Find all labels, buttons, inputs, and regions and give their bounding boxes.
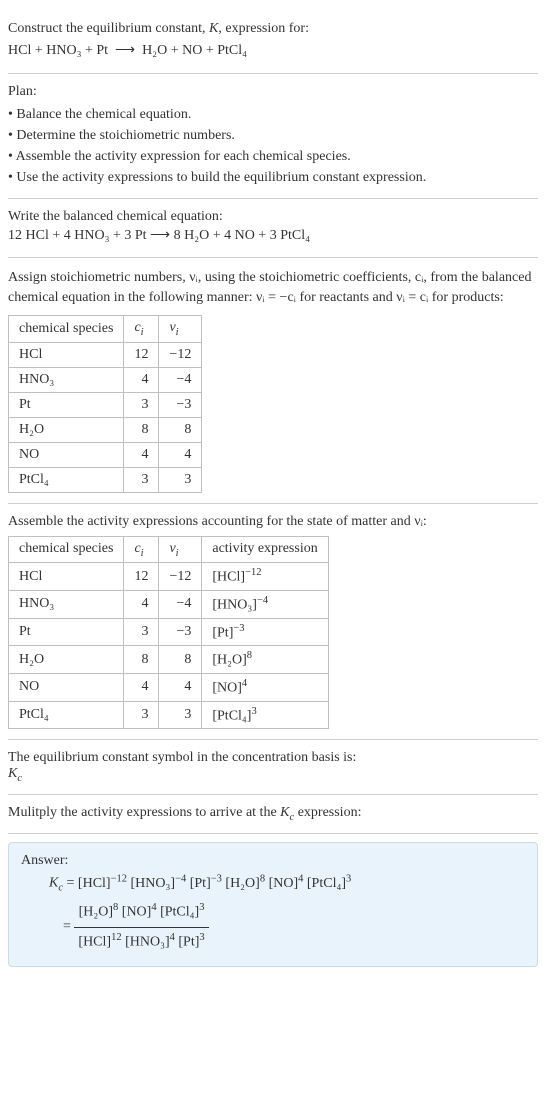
balanced-section: Write the balanced chemical equation: 12… [8, 199, 538, 258]
col-species: chemical species [9, 536, 124, 563]
intro-line1: Construct the equilibrium constant, [8, 21, 206, 36]
multiply-text: Mulitply the activity expressions to arr… [8, 805, 538, 823]
intro-eq-rhs: H₂O + NO + PtCl₄ [142, 43, 247, 58]
table-row: HNO₃4−4 [9, 367, 202, 392]
col-ci: ci [124, 315, 159, 342]
stoich-section: Assign stoichiometric numbers, νᵢ, using… [8, 258, 538, 503]
intro-eq-lhs: HCl + HNO₃ + Pt [8, 43, 108, 58]
col-activity: activity expression [202, 536, 328, 563]
plan-item: • Determine the stoichiometric numbers. [8, 125, 538, 146]
intro-section: Construct the equilibrium constant, K, e… [8, 8, 538, 74]
plan-section: Plan: • Balance the chemical equation. •… [8, 74, 538, 199]
kc-symbol: Kc [8, 766, 538, 784]
table-row: PtCl₄33[PtCl₄]3 [9, 701, 329, 729]
reaction-arrow: ⟶ [115, 43, 135, 58]
table-row: HNO₃4−4[HNO₃]−4 [9, 591, 329, 619]
col-ci: ci [124, 536, 159, 563]
answer-line1: Kc = [HCl]−12 [HNO₃]−4 [Pt]−3 [H₂O]8 [NO… [21, 869, 525, 898]
intro-text: Construct the equilibrium constant, K, e… [8, 18, 538, 63]
table-header-row: chemical species ci νi activity expressi… [9, 536, 329, 563]
table-row: Pt3−3[Pt]−3 [9, 618, 329, 646]
kc-line1: The equilibrium constant symbol in the c… [8, 750, 538, 766]
activity-section: Assemble the activity expressions accoun… [8, 504, 538, 741]
plan-heading: Plan: [8, 84, 538, 100]
col-species: chemical species [9, 315, 124, 342]
table-row: HCl12−12 [9, 342, 202, 367]
plan-item: • Balance the chemical equation. [8, 104, 538, 125]
balanced-heading: Write the balanced chemical equation: [8, 209, 538, 225]
plan-item: • Assemble the activity expression for e… [8, 146, 538, 167]
col-vi: νi [159, 536, 202, 563]
plan-list: • Balance the chemical equation. • Deter… [8, 104, 538, 188]
table-row: NO44[NO]4 [9, 673, 329, 701]
answer-label: Answer: [21, 853, 525, 869]
stoich-table: chemical species ci νi HCl12−12 HNO₃4−4 … [8, 315, 202, 493]
activity-table: chemical species ci νi activity expressi… [8, 536, 329, 730]
assemble-intro: Assemble the activity expressions accoun… [8, 514, 538, 530]
table-header-row: chemical species ci νi [9, 315, 202, 342]
plan-item: • Use the activity expressions to build … [8, 167, 538, 188]
table-row: NO44 [9, 442, 202, 467]
stoich-intro: Assign stoichiometric numbers, νᵢ, using… [8, 268, 538, 309]
table-row: Pt3−3 [9, 392, 202, 417]
multiply-section: Mulitply the activity expressions to arr… [8, 795, 538, 834]
col-vi: νi [159, 315, 202, 342]
answer-box: Answer: Kc = [HCl]−12 [HNO₃]−4 [Pt]−3 [H… [8, 842, 538, 967]
balanced-equation: 12 HCl + 4 HNO₃ + 3 Pt ⟶ 8 H₂O + 4 NO + … [8, 225, 538, 247]
table-row: H₂O88[H₂O]8 [9, 646, 329, 674]
table-row: HCl12−12[HCl]−12 [9, 563, 329, 591]
table-row: H₂O88 [9, 417, 202, 442]
table-row: PtCl₄33 [9, 467, 202, 492]
answer-line2: = [H₂O]8 [NO]4 [PtCl₄]3[HCl]12 [HNO₃]4 [… [21, 898, 525, 956]
kc-symbol-section: The equilibrium constant symbol in the c… [8, 740, 538, 795]
